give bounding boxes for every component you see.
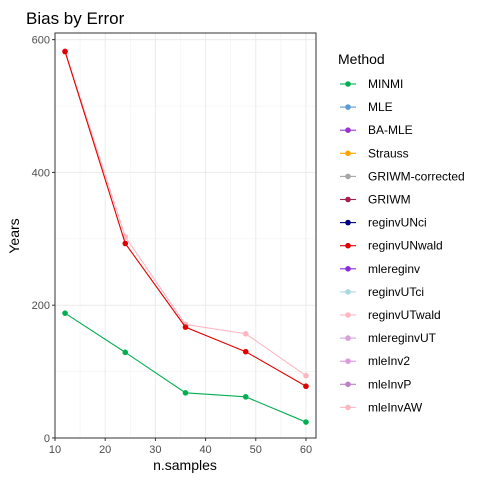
data-point [62, 48, 68, 55]
x-tick-label: 40 [199, 444, 211, 456]
x-axis-title: n.samples [153, 457, 217, 473]
legend-label: MLE [368, 100, 393, 114]
legend-label: GRIWM [368, 193, 411, 207]
legend-key-point [345, 173, 351, 180]
legend-label: mlereginv [368, 262, 420, 276]
legend-entry: mleInvAW [340, 400, 423, 414]
legend-entry: mleInv2 [340, 354, 410, 368]
legend-entry: GRIWM-corrected [340, 169, 465, 183]
legend-key-point [345, 335, 351, 341]
series-reginvUNwald [62, 48, 309, 390]
y-tick-label: 600 [32, 35, 50, 47]
legend-key-point [345, 150, 351, 157]
legend-entry: GRIWM [340, 193, 411, 207]
x-tick-label: 60 [300, 444, 312, 456]
legend-key-point [345, 219, 351, 226]
legend-entry: mleInvP [340, 377, 411, 391]
y-tick-label: 0 [44, 433, 50, 445]
legend-entry: mlereginvUT [340, 331, 437, 345]
legend-label: Strauss [368, 146, 409, 160]
x-axis: 10 20 30 40 50 60 [49, 438, 312, 456]
legend-label: mlereginvUT [368, 331, 437, 345]
legend-items: MINMI MLE BA-MLE Strauss GRIWM-corrected GRIW… [340, 77, 465, 414]
x-tick-label: 10 [49, 444, 61, 456]
legend-key-point [345, 381, 351, 388]
legend-entry: MINMI [340, 77, 403, 91]
data-point [242, 348, 249, 355]
legend-label: mleInvAW [368, 400, 423, 414]
plot-panel [54, 32, 317, 439]
legend-entry: MLE [340, 100, 393, 114]
legend-key-point [345, 289, 351, 295]
legend-entry: reginvUTci [340, 285, 424, 299]
legend-key-point [345, 266, 351, 272]
data-point [242, 330, 249, 337]
legend-key-point [345, 81, 351, 87]
data-point [242, 394, 249, 400]
data-point [122, 349, 129, 356]
grid [54, 33, 316, 439]
data-point [303, 372, 309, 379]
legend-label: mleInv2 [368, 354, 410, 368]
x-tick-label: 20 [99, 444, 111, 456]
legend-entry: Strauss [340, 146, 409, 160]
legend-key-point [345, 312, 351, 318]
data-point [303, 383, 309, 390]
legend-entry: reginvUNwald [340, 239, 443, 253]
y-axis-title: Years [6, 218, 22, 253]
data-point [182, 390, 189, 396]
data-point [182, 324, 189, 330]
legend-label: reginvUNci [368, 216, 427, 230]
chart-title: Bias by Error [26, 9, 125, 28]
legend-entry: BA-MLE [340, 123, 413, 137]
legend-label: reginvUTci [368, 285, 424, 299]
legend-label: BA-MLE [368, 123, 413, 137]
legend-key-point [345, 104, 351, 110]
series-MINMI [62, 310, 309, 425]
legend-label: GRIWM-corrected [368, 169, 465, 183]
legend: Method MINMI MLE BA-MLE Strauss GRIWM-correc… [338, 51, 465, 414]
legend-key-point [345, 242, 351, 249]
y-axis: 0 200 400 600 [32, 35, 55, 445]
data-point [62, 310, 68, 316]
legend-label: reginvUTwald [368, 308, 441, 322]
data-point [303, 419, 309, 425]
legend-entry: mlereginv [340, 262, 420, 276]
y-tick-label: 200 [32, 300, 50, 312]
legend-key-point [345, 404, 351, 411]
legend-title: Method [338, 51, 385, 67]
legend-key-point [345, 358, 351, 365]
y-tick-label: 400 [32, 167, 50, 179]
legend-entry: reginvUTwald [340, 308, 441, 322]
legend-key-point [345, 127, 351, 133]
legend-label: MINMI [368, 77, 403, 91]
legend-label: reginvUNwald [368, 239, 443, 253]
legend-entry: reginvUNci [340, 216, 427, 230]
legend-label: mleInvP [368, 377, 411, 391]
series-layer [62, 48, 309, 425]
x-tick-label: 50 [250, 444, 262, 456]
x-tick-label: 30 [149, 444, 161, 456]
series-line [64, 51, 307, 387]
legend-key-point [345, 196, 351, 203]
data-point [122, 240, 129, 247]
